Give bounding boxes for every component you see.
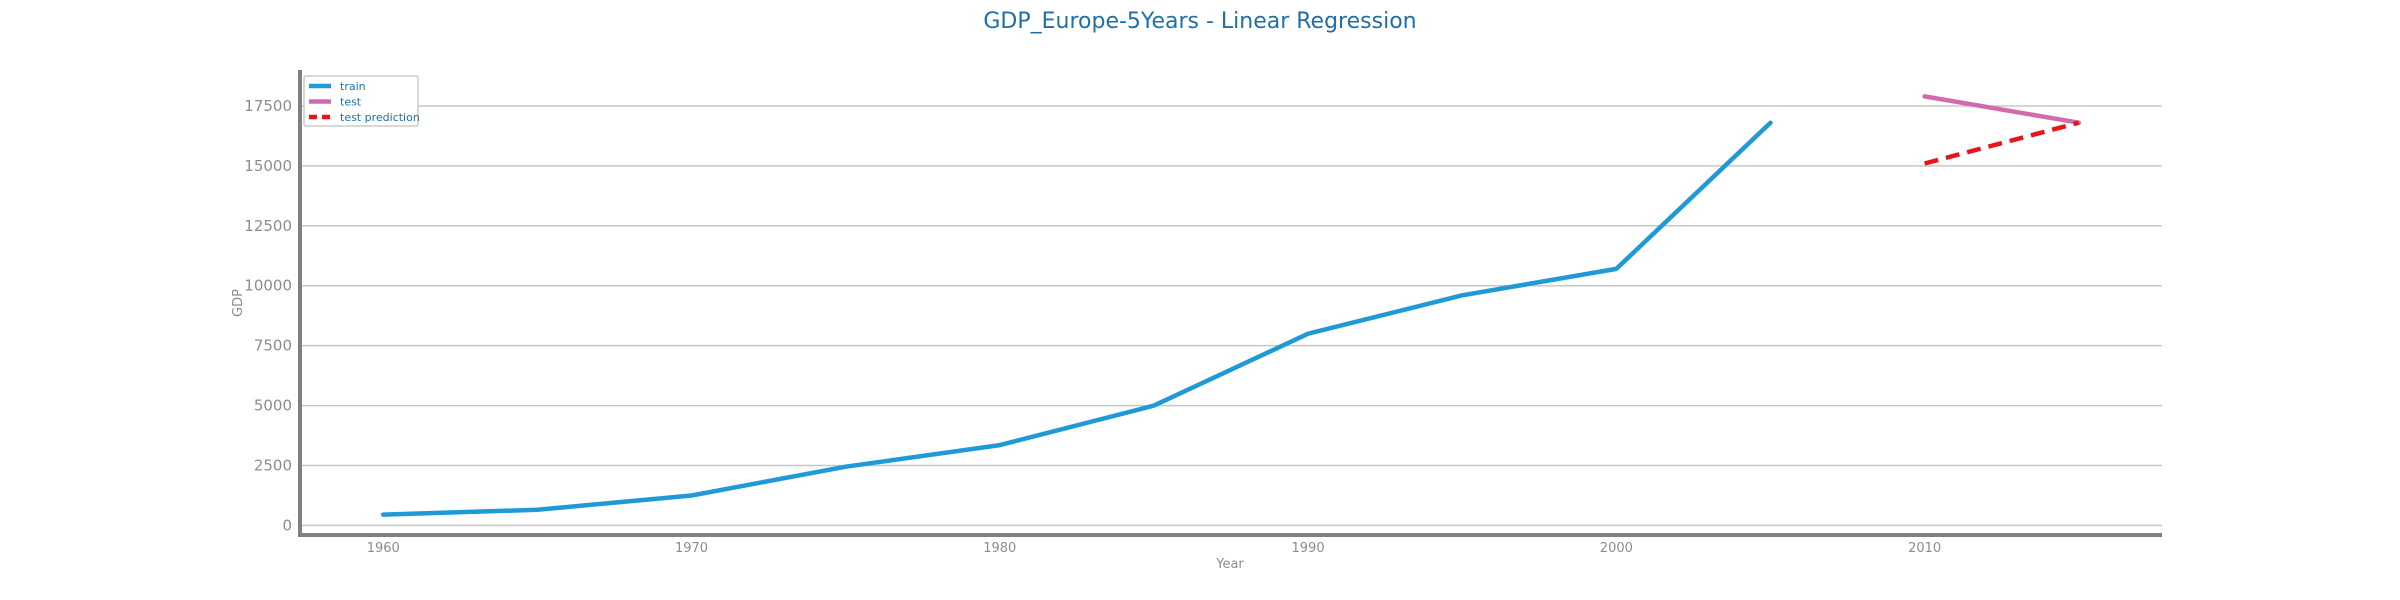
legend-label-0: train (340, 80, 366, 93)
legend-label-2: test prediction (340, 111, 420, 124)
x-tick-label-0: 1960 (367, 541, 400, 556)
series-line-1 (1922, 94, 2082, 125)
legend-box (303, 75, 419, 127)
y-axis-label: GDP (231, 289, 246, 317)
series-line-0 (380, 120, 1773, 517)
x-tick-label-2: 1980 (983, 541, 1016, 556)
legend-label-1: test (340, 96, 362, 109)
x-tick-label-4: 2000 (1600, 541, 1633, 556)
chart-title: GDP_Europe-5Years - Linear Regression (983, 9, 1416, 34)
x-tick-label-5: 2010 (1908, 541, 1941, 556)
y-tick-label-7: 17500 (244, 97, 292, 115)
y-tick-label-6: 15000 (244, 157, 292, 175)
x-tick-label-3: 1990 (1292, 541, 1325, 556)
y-tick-label-2: 5000 (254, 397, 292, 415)
y-tick-label-5: 12500 (244, 217, 292, 235)
y-tick-label-1: 2500 (254, 456, 292, 474)
y-tick-label-0: 0 (282, 516, 292, 534)
x-axis-label: Year (1215, 557, 1244, 572)
series-line-2 (1924, 120, 2080, 166)
y-tick-labels: 0 2500 5000 7500 10000 12500 15000 17500 (244, 97, 292, 534)
grid-lines (300, 105, 2162, 527)
series-lines (380, 94, 2082, 517)
x-tick-label-1: 1970 (675, 541, 708, 556)
y-tick-label-3: 7500 (254, 337, 292, 355)
legend: train test test prediction (303, 75, 420, 127)
x-tick-labels: 1960 1970 1980 1990 2000 2010 (367, 541, 1941, 556)
y-tick-label-4: 10000 (244, 277, 292, 295)
